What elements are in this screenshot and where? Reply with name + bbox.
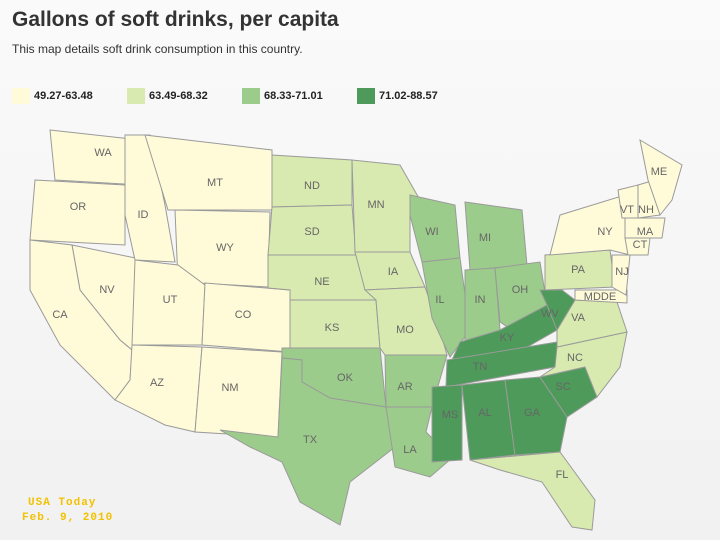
state-label: TX (303, 434, 318, 446)
state-label: TN (473, 361, 488, 373)
state-label: WV (541, 308, 559, 320)
state-label: MA (637, 226, 654, 238)
state-label: NC (567, 352, 583, 364)
state (504, 376, 568, 456)
legend-label: 71.02-88.57 (379, 90, 438, 102)
date: Feb. 9, 2010 (22, 512, 114, 524)
state-label: KS (325, 322, 340, 334)
state-label: VT (620, 204, 634, 216)
legend-item: 71.02-88.57 (357, 88, 472, 104)
state-label: MO (396, 324, 414, 336)
state (469, 451, 596, 531)
legend-swatch (127, 88, 145, 104)
state-label: AL (478, 407, 491, 419)
state-label: ND (304, 180, 320, 192)
state-label: NV (99, 284, 115, 296)
state (549, 194, 631, 256)
legend-item: 68.33-71.01 (242, 88, 357, 104)
state (464, 201, 528, 271)
state-label: OR (70, 201, 87, 213)
state-label: MS (442, 409, 459, 421)
state-label: NM (221, 382, 238, 394)
state (539, 289, 576, 332)
state (29, 179, 126, 246)
state-label: OK (337, 372, 354, 384)
source: USA Today (28, 497, 97, 509)
state-label: MN (367, 199, 384, 211)
state-label: CA (52, 309, 68, 321)
state-label: WI (425, 226, 438, 238)
state (144, 134, 273, 211)
state (624, 217, 666, 239)
state-label: LA (403, 444, 417, 456)
state-label: MT (207, 177, 223, 189)
state-label: IL (435, 294, 444, 306)
legend-label: 68.33-71.01 (264, 90, 323, 102)
state-label: NH (638, 204, 654, 216)
state-label: AR (397, 381, 412, 393)
state-label: KY (500, 332, 515, 344)
state (611, 254, 631, 296)
legend-item: 49.27-63.48 (12, 88, 127, 104)
state-label: MDDE (584, 291, 616, 303)
state-label: SC (555, 381, 570, 393)
state (624, 237, 651, 256)
state-label: UT (163, 294, 178, 306)
legend-swatch (12, 88, 30, 104)
state-label: CT (633, 239, 648, 251)
state-label: SD (304, 226, 319, 238)
state (574, 289, 628, 304)
state-label: NY (597, 226, 613, 238)
state-label: IA (388, 266, 399, 278)
legend: 49.27-63.48 63.49-68.32 68.33-71.01 71.02-8… (12, 88, 472, 104)
legend-label: 49.27-63.48 (34, 90, 93, 102)
state-label: MI (479, 232, 491, 244)
state-label: PA (571, 264, 586, 276)
state (124, 134, 176, 263)
state-label: OH (512, 284, 529, 296)
state-label: CO (235, 309, 252, 321)
state (639, 138, 683, 217)
state-label: WA (94, 147, 112, 159)
state-label: VA (571, 312, 586, 324)
state-label: FL (556, 469, 569, 481)
state-label: ME (651, 166, 668, 178)
state-label: NE (314, 276, 329, 288)
legend-label: 63.49-68.32 (149, 90, 208, 102)
subtitle: This map details soft drink consumption … (12, 42, 303, 56)
legend-item: 63.49-68.32 (127, 88, 242, 104)
state-label: AZ (150, 377, 164, 389)
legend-swatch (357, 88, 375, 104)
state (219, 357, 396, 526)
legend-swatch (242, 88, 260, 104)
state (431, 384, 463, 463)
title: Gallons of soft drinks, per capita (12, 8, 339, 31)
state-label: WY (216, 242, 234, 254)
state-label: ID (138, 209, 149, 221)
state-label: GA (524, 407, 541, 419)
state-label: NJ (615, 266, 628, 278)
state (539, 331, 628, 399)
state-label: IN (475, 294, 486, 306)
